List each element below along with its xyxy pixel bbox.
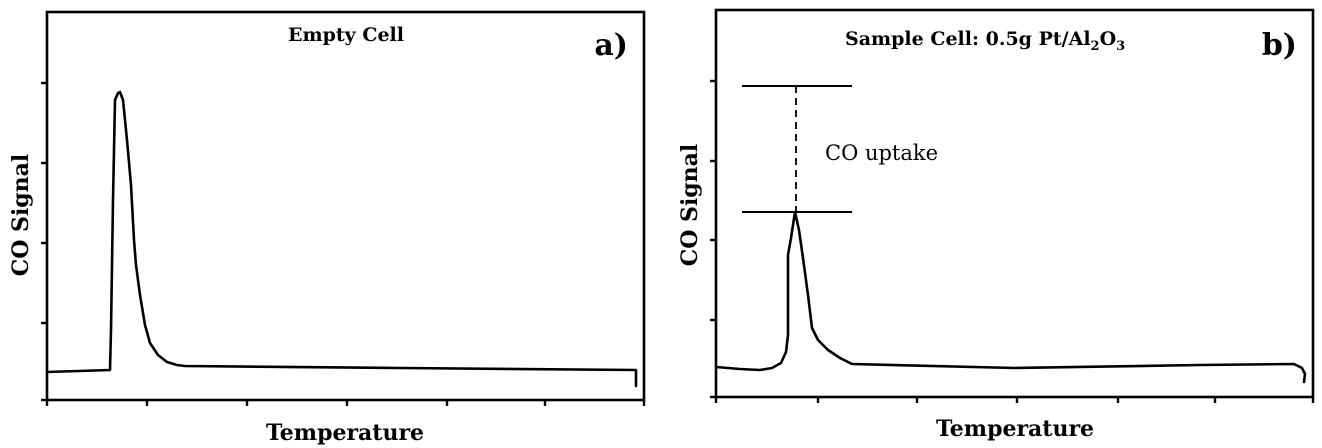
y-ticks-a: [41, 81, 47, 402]
panel-label-a: a): [594, 28, 628, 63]
co-signal-curve-b: [714, 210, 1307, 384]
co-uptake-annotation: CO uptake: [825, 141, 938, 165]
panel-b: Sample Cell: 0.5g Pt/Al2O3 b) CO uptake …: [677, 8, 1315, 442]
x-ticks-a: [45, 400, 646, 406]
y-ticks-b: [710, 79, 716, 399]
chart-title-a: Empty Cell: [288, 24, 404, 46]
y-axis-label-a: CO Signal: [8, 154, 34, 277]
x-axis-label-b: Temperature: [936, 416, 1094, 442]
x-ticks-b: [714, 397, 1315, 403]
x-axis-label-a: Temperature: [266, 420, 424, 446]
panel-label-b: b): [1262, 28, 1297, 63]
plot-frame-a: [45, 10, 646, 402]
co-signal-curve-a: [45, 90, 638, 388]
panel-a: Empty Cell a) CO Signal Temperature: [8, 10, 646, 446]
plot-frame-b: [714, 8, 1315, 399]
y-axis-label-b: CO Signal: [677, 144, 703, 267]
chart-title-b: Sample Cell: 0.5g Pt/Al2O3: [845, 28, 1125, 54]
